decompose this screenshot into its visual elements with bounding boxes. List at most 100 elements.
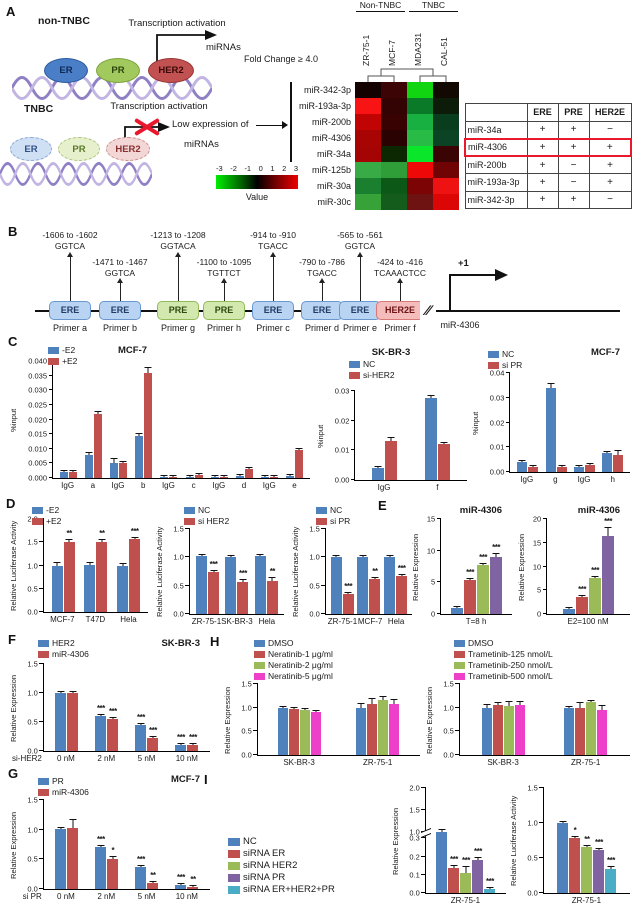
y-tick-label: 0.030 xyxy=(28,385,47,395)
plot-column: 0 5 10 15 *** *** *** T=8 h xyxy=(427,515,512,626)
y-tick-label: 0.00 xyxy=(334,475,350,485)
bar xyxy=(175,884,187,889)
site-sequence: GGTCA xyxy=(104,268,136,278)
bar-wrap xyxy=(586,684,597,755)
y-tick-label: 0.01 xyxy=(334,445,350,455)
bar xyxy=(389,703,400,755)
error-bar xyxy=(119,562,127,566)
heatmap-cell xyxy=(433,82,459,98)
bar-wrap xyxy=(482,684,493,755)
bar-group xyxy=(257,361,282,478)
chart-body: Relative Luciferase Activity 0.0 0.5 1.0 1.5… xyxy=(154,525,284,626)
presence-cell: − xyxy=(588,120,632,139)
bar xyxy=(254,556,266,614)
y-tick-label: 0.020 xyxy=(28,415,47,424)
expression-chart-sipr-dose: MCF-7 PR miR-4306 Relative Expression 0.0 0.5… xyxy=(8,774,210,901)
colorscale-gradient xyxy=(216,175,298,189)
luciferase-chart-sipr: NC si PR Relative Luciferase Activity 0.0 0.… xyxy=(290,505,412,626)
chart-body: Relative Expression 0 5 10 15 20 *** *** *** E2=1… xyxy=(516,515,630,626)
chart-legend: NC si-HER2 xyxy=(349,359,395,380)
bar-wrap: *** xyxy=(135,800,147,889)
error-bar xyxy=(286,473,294,476)
y-tick-label: 0.040 xyxy=(28,356,47,366)
y-tick-mark xyxy=(321,556,326,558)
error-bar xyxy=(586,462,594,465)
x-tick-label: 2 nM xyxy=(97,754,116,763)
y-tick-label: 1.5 xyxy=(27,537,38,547)
bar-wrap: *** xyxy=(472,788,484,893)
chart-body: Relative Expression 0.0 0.1 0.2 0.3 1.0 1.5 2.0… xyxy=(390,784,506,905)
y-tick-mark xyxy=(505,471,511,472)
chip-chart-mcf7-sipr: MCF-7 NC si PR %input 0.00 0.01 0.02 0.03 0.04 Ig… xyxy=(470,347,630,484)
legend-label: -E2 xyxy=(62,345,76,355)
x-labels: E2=100 nM xyxy=(546,617,630,626)
heatmap-cell xyxy=(407,194,433,210)
y-tick-label: 1.5 xyxy=(27,795,38,805)
significance-stars: *** xyxy=(130,527,139,537)
error-bar xyxy=(94,411,102,414)
error-bar xyxy=(494,701,502,706)
expression-heatmap: Non-TNBC TNBC ZR-75-1 MCF-7 MDA231 CAL-51 miR-… xyxy=(283,0,463,220)
bar-wrap xyxy=(584,373,595,472)
significance-stars: *** xyxy=(96,835,105,845)
error-bar xyxy=(559,820,567,824)
mirnas-label-1: miRNAs xyxy=(206,42,241,53)
x-tick-label: Hela xyxy=(387,617,405,626)
plot-column: 0.0 0.5 1.0 1.5 * ** *** *** ZR-75-1 xyxy=(527,784,630,905)
y-tick-mark xyxy=(48,462,53,464)
plot-column: 0 5 10 15 20 *** *** *** E2=100 nM xyxy=(533,515,630,626)
bar-wrap: *** xyxy=(175,664,187,751)
y-axis-label: Relative Luciferase Activity xyxy=(155,526,164,618)
error-bar xyxy=(390,699,398,704)
bar-group xyxy=(358,391,411,480)
error-bar xyxy=(301,707,309,711)
legend-item: siRNA ER+HER2+PR xyxy=(228,884,335,895)
y-tick-label: 0 xyxy=(537,609,542,619)
promoter-element: -1213 to -1208 GGTACA PRE Primer g xyxy=(133,230,223,338)
y-axis-label: Relative Expression xyxy=(9,811,18,879)
plot-area: 0 5 10 15 *** *** *** xyxy=(427,515,512,618)
y-tick-label: 0.5 xyxy=(309,581,320,591)
bar xyxy=(237,581,249,614)
bar-group: ** xyxy=(356,529,383,614)
error-bar xyxy=(598,704,606,710)
table-header-cell xyxy=(464,103,528,122)
y-tick-label: 10 xyxy=(532,562,542,571)
bar xyxy=(63,542,75,612)
heatmap-cell xyxy=(355,162,381,178)
bar-wrap xyxy=(517,373,528,472)
bar-wrap: *** xyxy=(95,800,107,889)
error-bar xyxy=(169,475,177,478)
error-bar xyxy=(571,835,579,839)
chart-legend: -E2 +E2 xyxy=(32,505,61,526)
bar-wrap: *** xyxy=(135,664,147,751)
bar-groups: *** *** *** *** xyxy=(426,788,506,893)
bar-wrap: *** xyxy=(589,519,602,614)
bar-wrap xyxy=(575,684,586,755)
y-tick-label: 0.0 xyxy=(27,607,38,617)
bar-wrap: *** xyxy=(448,788,460,893)
x-tick-label: MCF-7 xyxy=(50,615,75,624)
y-tick-label: 0.01 xyxy=(489,442,505,452)
y-tick-label: 1.0 xyxy=(443,703,454,713)
bar-wrap: *** xyxy=(477,519,490,614)
significance-stars: *** xyxy=(344,581,353,591)
y-tick-label: 1.5 xyxy=(409,805,420,815)
legend-swatch-icon xyxy=(38,777,49,785)
panel-label-e: E xyxy=(378,498,387,513)
x-tick-label: IgG xyxy=(61,481,75,490)
plot-column: 0.00 0.01 0.02 0.03 IgG f xyxy=(335,387,467,492)
x-labels: ZR-75-1 xyxy=(543,896,630,905)
bar xyxy=(278,707,289,755)
bar-wrap xyxy=(117,519,129,612)
y-tick-label: 0.0 xyxy=(409,888,420,898)
bar xyxy=(289,709,300,755)
x-labels: SK-BR-3 ZR-75-1 xyxy=(257,758,420,767)
plot-area: 0.0 0.5 1.0 1.5 *** *** *** *** *** *** xyxy=(27,660,210,755)
y-tick-label: 1.5 xyxy=(241,679,252,689)
bar xyxy=(357,557,369,614)
legend-item: NC xyxy=(184,505,229,515)
error-bar xyxy=(344,591,352,594)
bar-group xyxy=(545,684,627,755)
